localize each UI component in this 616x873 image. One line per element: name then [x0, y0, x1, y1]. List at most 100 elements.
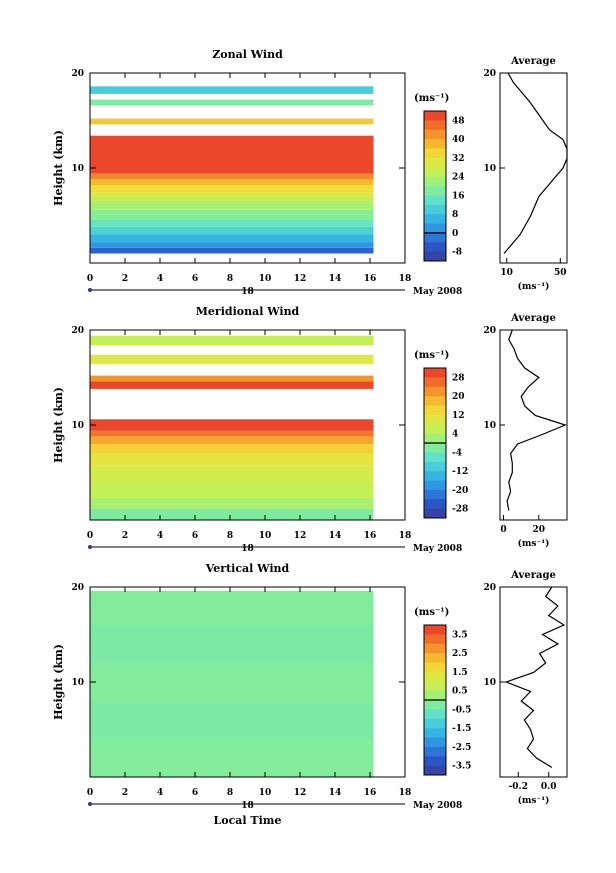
colorbar-segment — [424, 443, 446, 453]
date-tick-label: 18 — [241, 287, 254, 297]
colorbar-segment — [424, 709, 446, 720]
y-axis-label: Height (km) — [52, 130, 65, 206]
data-band — [90, 86, 374, 94]
average-y-tick-label: 20 — [483, 69, 496, 79]
colorbar-segment — [424, 414, 446, 425]
colorbar-tick-label: 32 — [452, 154, 465, 164]
colorbar-tick-label: 12 — [452, 411, 465, 421]
data-band — [90, 701, 374, 739]
x-tick-label: 12 — [294, 788, 307, 798]
colorbar-segment — [424, 634, 446, 645]
colorbar-segment — [424, 405, 446, 416]
data-band — [90, 739, 374, 777]
panel-2: Vertical Wind 0 2 4 6 8 10 12 14 16 18 10 20 Height (… — [52, 562, 568, 827]
average-title: Average — [510, 313, 556, 324]
colorbar-segment — [424, 508, 446, 519]
x-tick-label: 0 — [87, 274, 93, 284]
colorbar-segment — [424, 186, 446, 196]
colorbar-tick-label: 2.5 — [452, 649, 468, 659]
colorbar-tick-label: 0.5 — [452, 687, 468, 697]
colorbar-tick-label: -1.5 — [452, 724, 471, 734]
x-tick-label: 2 — [122, 274, 128, 284]
colorbar-label: (ms⁻¹) — [414, 350, 449, 361]
average-x-label: (ms⁻¹) — [518, 281, 550, 292]
data-band — [90, 192, 374, 201]
colorbar-tick-label: 16 — [452, 191, 465, 201]
average-title: Average — [510, 570, 556, 581]
colorbar-segment — [424, 625, 446, 635]
colorbar-segment — [424, 204, 446, 215]
data-band — [90, 436, 374, 444]
x-tick-label: 14 — [329, 531, 342, 541]
data-band — [90, 354, 374, 365]
x-tick-label: 18 — [399, 788, 412, 798]
x-tick-label: 2 — [122, 788, 128, 798]
x-tick-label: 8 — [227, 788, 233, 798]
colorbar-frame — [423, 110, 447, 262]
x-tick-label: 16 — [364, 788, 377, 798]
data-band — [90, 118, 374, 125]
colorbar-segment — [424, 232, 446, 243]
data-band — [90, 226, 374, 235]
data-band — [90, 444, 374, 454]
panel-1: Meridional Wind 0 2 4 6 8 10 12 14 16 18 10 20 Height… — [52, 305, 568, 554]
colorbar-tick-label: 48 — [452, 116, 465, 126]
data-band — [90, 99, 374, 106]
average-frame — [499, 72, 568, 264]
colorbar-segment — [424, 396, 446, 406]
colorbar-tick-label: 40 — [452, 135, 465, 145]
x-tick-label: 12 — [294, 531, 307, 541]
colorbar-segment — [424, 756, 446, 767]
colorbar-segment — [424, 700, 446, 710]
colorbar-segment — [424, 737, 446, 748]
average-frame — [499, 586, 568, 778]
colorbar-tick-label: -20 — [452, 486, 468, 496]
colorbar-segment — [424, 214, 446, 224]
colorbar-segment — [424, 195, 446, 206]
data-band — [90, 219, 374, 227]
colorbar-segment — [424, 489, 446, 500]
date-tick-label: 18 — [241, 544, 254, 554]
data-band — [90, 453, 374, 467]
data-band — [90, 242, 374, 248]
colorbar-tick-label: -2.5 — [452, 743, 471, 753]
x-tick-label: 10 — [259, 788, 272, 798]
panel-title: Meridional Wind — [196, 305, 300, 318]
data-band — [90, 179, 374, 186]
colorbar-tick-label: 28 — [452, 373, 465, 383]
colorbar-segment — [424, 718, 446, 729]
data-band — [90, 508, 374, 520]
average-x-tick-label: -0.2 — [509, 782, 528, 792]
average-profile-line — [506, 329, 567, 511]
x-tick-label: 14 — [329, 788, 342, 798]
x-tick-label: 8 — [227, 274, 233, 284]
data-band — [90, 497, 374, 509]
y-tick-label: 20 — [71, 583, 84, 593]
colorbar-segment — [424, 129, 446, 140]
x-tick-label: 4 — [157, 531, 163, 541]
colorbar-segment — [424, 461, 446, 472]
colorbar-segment — [424, 424, 446, 435]
data-band — [90, 430, 374, 437]
data-band — [90, 185, 374, 193]
data-band — [90, 625, 374, 663]
date-label: May 2008 — [413, 801, 462, 811]
x-tick-label: 10 — [259, 274, 272, 284]
average-profile-line — [504, 586, 566, 769]
colorbar-segment — [424, 452, 446, 463]
colorbar-segment — [424, 746, 446, 757]
date-axis-marker — [88, 288, 92, 292]
colorbar-tick-label: -28 — [452, 505, 468, 515]
data-band — [90, 173, 374, 180]
data-band — [90, 663, 374, 701]
x-axis-label: Local Time — [214, 814, 282, 827]
data-band — [90, 466, 374, 482]
data-band — [90, 419, 374, 431]
data-band — [90, 247, 374, 254]
colorbar-tick-label: 24 — [452, 173, 465, 183]
data-band — [90, 209, 374, 220]
data-band — [90, 375, 374, 382]
colorbar-segment — [424, 120, 446, 131]
